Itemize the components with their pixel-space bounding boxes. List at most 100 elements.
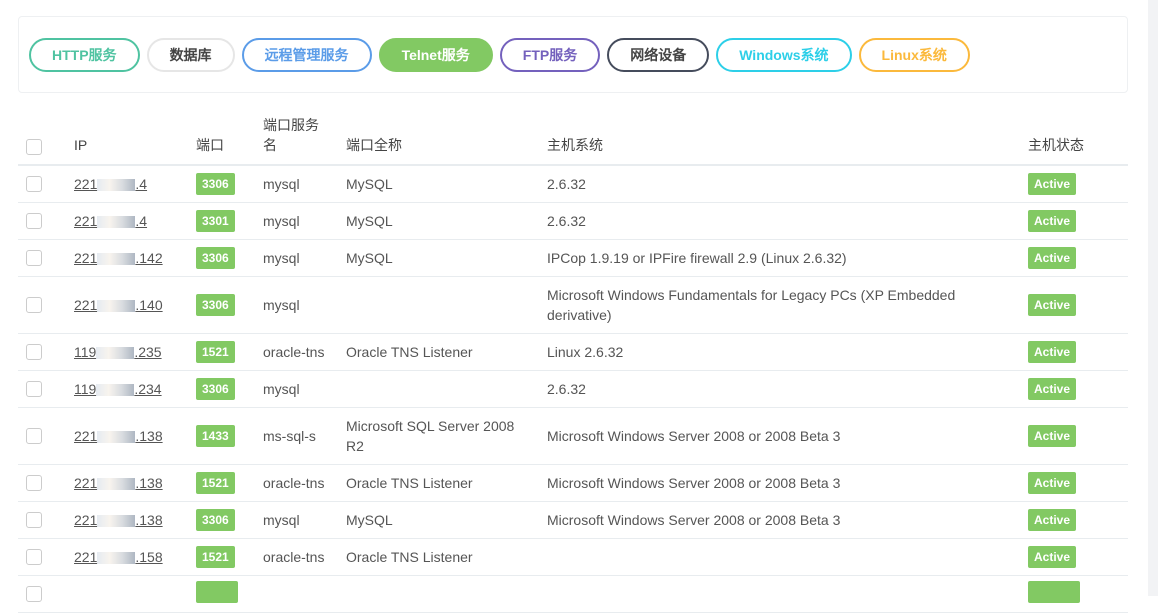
filter-button[interactable]: Linux系统 [858,38,970,72]
filter-button[interactable]: HTTP服务 [29,38,140,72]
port-fullname: Microsoft SQL Server 2008 R2 [346,407,547,465]
host-os: IPCop 1.9.19 or IPFire firewall 2.9 (Lin… [547,239,1028,277]
port-fullname [346,370,547,408]
service-name: mysql [263,202,346,240]
col-status: 主机状态 [1028,115,1128,166]
port-fullname [346,276,547,334]
service-name: mysql [263,276,346,334]
row-checkbox[interactable] [26,176,42,192]
table-row: 221 .138 1433 ms-sql-s Microsoft SQL Serv… [18,407,1128,465]
ip-suffix: .138 [135,475,163,491]
filter-button[interactable]: 远程管理服务 [241,38,372,72]
service-name: oracle-tns [263,538,346,576]
ip-suffix: .235 [134,344,162,360]
port-fullname: MySQL [346,202,547,240]
filter-button[interactable]: Telnet服务 [378,38,493,72]
row-checkbox[interactable] [26,549,42,565]
port-badge: 3306 [196,173,235,195]
port-badge: 1433 [196,425,235,447]
scrollbar[interactable] [1148,0,1158,596]
ip-link[interactable]: 221 .142 [74,250,163,266]
ip-redaction [97,431,136,444]
ip-prefix: 119 [74,381,97,397]
table-row: 119 .234 3306 mysql 2.6.32 Active [18,370,1128,408]
status-badge: Active [1028,173,1077,195]
row-checkbox[interactable] [26,428,42,444]
ip-link[interactable]: 221 .158 [74,549,163,565]
ip-link[interactable]: 221.4 [74,176,147,192]
row-checkbox[interactable] [26,586,42,602]
ip-prefix: 221 [74,512,98,528]
port-fullname: MySQL [346,501,547,539]
status-badge [1028,580,1080,603]
ip-prefix: 221 [74,475,98,491]
row-checkbox[interactable] [26,381,42,397]
port-badge: 3306 [196,294,235,316]
ip-link[interactable]: 221 .140 [74,297,163,313]
ip-link[interactable]: 221 .138 [74,512,163,528]
service-name: oracle-tns [263,333,346,371]
service-name: mysql [263,165,346,203]
host-os: Microsoft Windows Server 2008 or 2008 Be… [547,407,1028,465]
port-fullname: Oracle TNS Listener [346,464,547,502]
ip-redaction [96,384,135,397]
host-os: 2.6.32 [547,165,1028,203]
ip-suffix: .158 [135,549,163,565]
row-checkbox[interactable] [26,297,42,313]
status-badge: Active [1028,509,1077,531]
ip-suffix: .138 [135,428,163,444]
ip-link[interactable]: 221 .138 [74,428,163,444]
row-checkbox[interactable] [26,512,42,528]
service-name: mysql [263,370,346,408]
col-fullname: 端口全称 [346,115,547,166]
port-badge: 1521 [196,546,235,568]
ip-link[interactable]: 221 .138 [74,475,163,491]
ip-prefix: 221 [74,213,98,229]
ip-prefix: 221 [74,297,98,313]
filter-button[interactable]: 数据库 [146,38,235,72]
host-os: 2.6.32 [547,202,1028,240]
ip-redaction [97,253,136,266]
col-ip: IP [74,115,196,166]
host-os: Microsoft Windows Server 2008 or 2008 Be… [547,501,1028,539]
ip-prefix: 221 [74,549,98,565]
row-checkbox[interactable] [26,344,42,360]
ip-link[interactable]: 221.4 [74,213,147,229]
port-badge: 3306 [196,378,235,400]
port-fullname: Oracle TNS Listener [346,333,547,371]
ip-suffix: .138 [135,512,163,528]
table-row: 221.4 3301 mysql MySQL 2.6.32 Active [18,202,1128,240]
table-row: 221 .138 1521 oracle-tns Oracle TNS Liste… [18,464,1128,502]
filter-button[interactable]: Windows系统 [716,38,852,72]
service-name: ms-sql-s [263,407,346,465]
service-name: mysql [263,239,346,277]
ip-prefix: 221 [74,428,98,444]
row-checkbox[interactable] [26,213,42,229]
col-port: 端口 [196,115,263,166]
ip-suffix: .142 [135,250,163,266]
ip-suffix: .4 [135,213,148,229]
filter-button[interactable]: FTP服务 [499,38,601,72]
status-badge: Active [1028,546,1077,568]
port-badge: 3301 [196,210,235,232]
table-row: 119 .235 1521 oracle-tns Oracle TNS Liste… [18,333,1128,371]
row-checkbox[interactable] [26,250,42,266]
ip-prefix: 221 [74,176,98,192]
ip-suffix: .140 [135,297,163,313]
host-table: IP 端口 端口服务名 端口全称 主机系统 主机状态 221.4 3306 my… [18,115,1128,613]
ip-redaction [96,347,135,360]
status-badge: Active [1028,294,1077,316]
ip-link[interactable]: 119 .235 [74,344,162,360]
port-badge: 3306 [196,247,235,269]
col-os: 主机系统 [547,115,1028,166]
table-header: IP 端口 端口服务名 端口全称 主机系统 主机状态 [18,115,1128,166]
ip-prefix: 221 [74,250,98,266]
select-all-checkbox[interactable] [26,139,42,155]
table-row: 221 .138 3306 mysql MySQL Microsoft Windo… [18,501,1128,539]
service-name: mysql [263,501,346,539]
ip-prefix: 119 [74,344,97,360]
status-badge: Active [1028,425,1077,447]
ip-link[interactable]: 119 .234 [74,381,162,397]
filter-button[interactable]: 网络设备 [607,38,710,72]
row-checkbox[interactable] [26,475,42,491]
